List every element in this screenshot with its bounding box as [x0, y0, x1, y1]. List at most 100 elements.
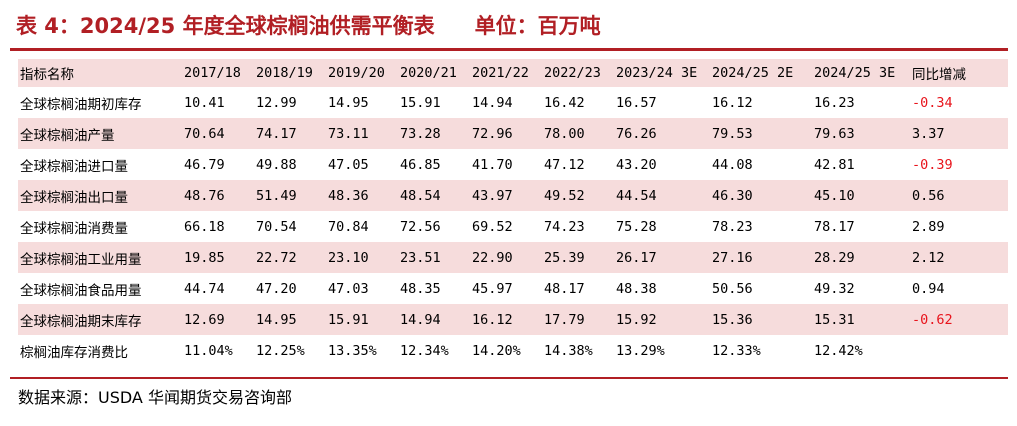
row-label: 全球棕榈油期末库存 [20, 313, 142, 330]
value-cell: 16.57 [616, 94, 657, 111]
value-cell: 49.32 [814, 280, 855, 297]
value-cell: 70.84 [328, 218, 369, 235]
unit-text: 单位：百万吨 [474, 14, 601, 38]
value-cell: 10.41 [184, 94, 225, 111]
value-cell: 46.85 [400, 156, 441, 173]
value-cell: 48.54 [400, 187, 441, 204]
value-cell: 73.28 [400, 125, 441, 142]
value-cell: 41.70 [472, 156, 513, 173]
value-cell: 26.17 [616, 249, 657, 266]
value-cell: 47.12 [544, 156, 585, 173]
change-cell [912, 335, 1008, 366]
header-cell: 2024/25 3E [814, 65, 896, 81]
value-cell: 45.10 [814, 187, 855, 204]
value-cell: 46.79 [184, 156, 225, 173]
table-row: 全球棕榈油出口量 48.76 51.49 48.36 48.54 43.97 49.52 44… [18, 180, 1008, 211]
value-cell: 16.42 [544, 94, 585, 111]
header-cell: 2024/25 2E [712, 65, 794, 81]
value-cell: 12.33% [712, 342, 761, 359]
change-cell: 2.89 [912, 218, 945, 235]
table-row: 全球棕榈油工业用量 19.85 22.72 23.10 23.51 22.90 25.39 2… [18, 242, 1008, 273]
value-cell: 14.94 [400, 311, 441, 328]
table-body: 全球棕榈油期初库存 10.41 12.99 14.95 15.91 14.94 16.42 1… [18, 87, 1008, 366]
table-row: 全球棕榈油产量 70.64 74.17 73.11 73.28 72.96 78.00 76.… [18, 118, 1008, 149]
value-cell: 42.81 [814, 156, 855, 173]
value-cell: 46.30 [712, 187, 753, 204]
value-cell: 23.51 [400, 249, 441, 266]
value-cell: 75.28 [616, 218, 657, 235]
value-cell: 74.17 [256, 125, 297, 142]
value-cell: 76.26 [616, 125, 657, 142]
value-cell: 14.20% [472, 342, 521, 359]
value-cell: 70.64 [184, 125, 225, 142]
table-row: 全球棕榈油期初库存 10.41 12.99 14.95 15.91 14.94 16.42 1… [18, 87, 1008, 118]
value-cell: 73.11 [328, 125, 369, 142]
header-cell: 2023/24 3E [616, 65, 698, 81]
header-cell: 指标名称 [20, 67, 74, 83]
table-title: 表 4：2024/25 年度全球棕榈油供需平衡表 单位：百万吨 [16, 8, 601, 44]
value-cell: 43.97 [472, 187, 513, 204]
change-cell: 3.37 [912, 125, 945, 142]
value-cell: 12.99 [256, 94, 297, 111]
row-label: 全球棕榈油工业用量 [20, 251, 142, 268]
header-cell: 2018/19 [256, 65, 313, 81]
header-cell: 同比增减 [912, 67, 966, 83]
source-note: 数据来源：USDA 华闻期货交易咨询部 [18, 388, 292, 407]
value-cell: 13.35% [328, 342, 377, 359]
value-cell: 12.34% [400, 342, 449, 359]
value-cell: 78.00 [544, 125, 585, 142]
table-row: 全球棕榈油食品用量 44.74 47.20 47.03 48.35 45.97 48.17 4… [18, 273, 1008, 304]
value-cell: 28.29 [814, 249, 855, 266]
value-cell: 12.69 [184, 311, 225, 328]
value-cell: 17.79 [544, 311, 585, 328]
row-label: 全球棕榈油进口量 [20, 158, 128, 175]
value-cell: 48.35 [400, 280, 441, 297]
value-cell: 48.17 [544, 280, 585, 297]
value-cell: 23.10 [328, 249, 369, 266]
header-cell: 2020/21 [400, 65, 457, 81]
value-cell: 66.18 [184, 218, 225, 235]
value-cell: 14.95 [256, 311, 297, 328]
value-cell: 22.90 [472, 249, 513, 266]
table-row: 全球棕榈油消费量 66.18 70.54 70.84 72.56 69.52 74.23 75… [18, 211, 1008, 242]
value-cell: 74.23 [544, 218, 585, 235]
row-label: 全球棕榈油消费量 [20, 220, 128, 237]
value-cell: 27.16 [712, 249, 753, 266]
value-cell: 47.20 [256, 280, 297, 297]
header-cell: 2017/18 [184, 65, 241, 81]
top-rule [10, 48, 1008, 51]
value-cell: 22.72 [256, 249, 297, 266]
table-row: 全球棕榈油期末库存 12.69 14.95 15.91 14.94 16.12 17.79 1… [18, 304, 1008, 335]
value-cell: 47.03 [328, 280, 369, 297]
row-label: 全球棕榈油期初库存 [20, 96, 142, 113]
value-cell: 16.12 [712, 94, 753, 111]
value-cell: 48.36 [328, 187, 369, 204]
value-cell: 49.88 [256, 156, 297, 173]
value-cell: 15.31 [814, 311, 855, 328]
value-cell: 78.23 [712, 218, 753, 235]
header-cell: 2021/22 [472, 65, 529, 81]
value-cell: 16.23 [814, 94, 855, 111]
value-cell: 15.92 [616, 311, 657, 328]
header-cell: 2019/20 [328, 65, 385, 81]
value-cell: 15.91 [400, 94, 441, 111]
value-cell: 14.95 [328, 94, 369, 111]
header-cell: 2022/23 [544, 65, 601, 81]
change-cell: -0.39 [912, 156, 953, 173]
value-cell: 14.94 [472, 94, 513, 111]
row-label: 全球棕榈油出口量 [20, 189, 128, 206]
value-cell: 72.96 [472, 125, 513, 142]
value-cell: 48.38 [616, 280, 657, 297]
value-cell: 51.49 [256, 187, 297, 204]
value-cell: 19.85 [184, 249, 225, 266]
value-cell: 13.29% [616, 342, 665, 359]
value-cell: 44.08 [712, 156, 753, 173]
row-label: 全球棕榈油产量 [20, 127, 115, 144]
value-cell: 14.38% [544, 342, 593, 359]
value-cell: 12.42% [814, 342, 863, 359]
value-cell: 15.91 [328, 311, 369, 328]
table-row: 棕榈油库存消费比 11.04% 12.25% 13.35% 12.34% 14.20% 14… [18, 335, 1008, 366]
value-cell: 43.20 [616, 156, 657, 173]
value-cell: 47.05 [328, 156, 369, 173]
table-row: 全球棕榈油进口量 46.79 49.88 47.05 46.85 41.70 47.12 43… [18, 149, 1008, 180]
